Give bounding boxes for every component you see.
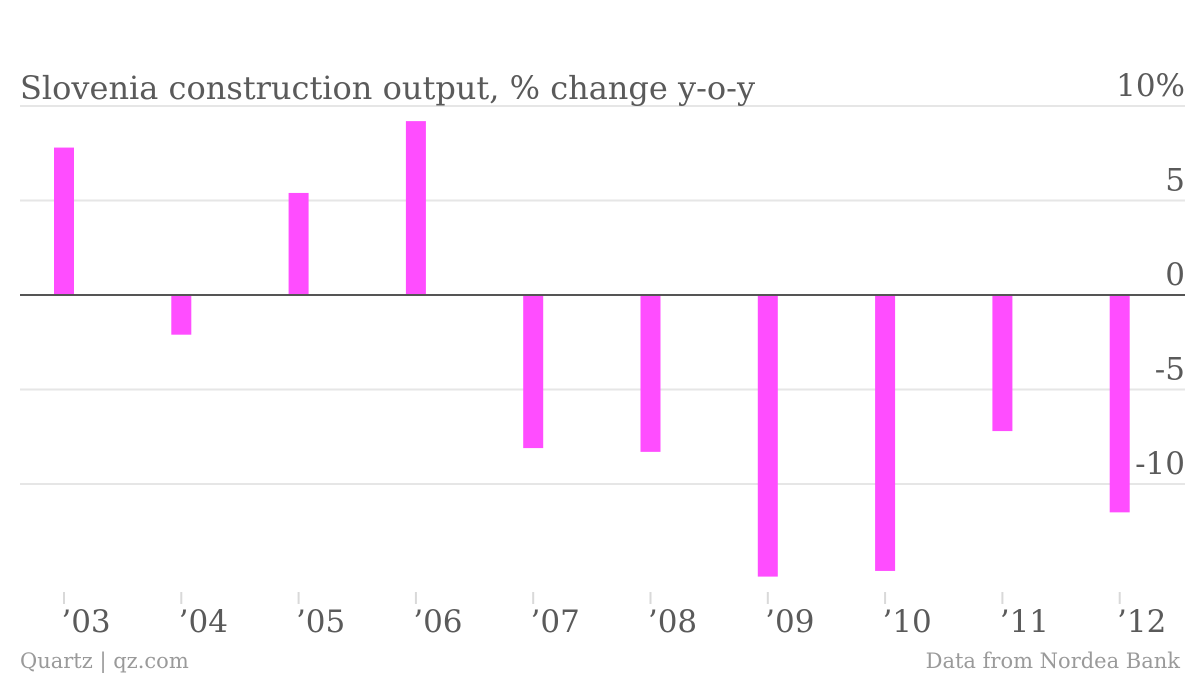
bars-layer	[54, 121, 1130, 577]
y-tick-label: 10%	[1116, 68, 1185, 104]
bar	[757, 295, 778, 577]
bar	[640, 295, 661, 452]
bar	[523, 295, 544, 449]
x-tick-label: ’06	[413, 604, 462, 640]
bar	[875, 295, 896, 571]
x-tick-label: ’04	[179, 604, 228, 640]
bar	[405, 121, 426, 296]
y-tick-label: 5	[1165, 163, 1185, 199]
y-tick-label: -10	[1135, 446, 1185, 482]
x-tick-label: ’08	[648, 604, 697, 640]
bar	[171, 295, 192, 335]
x-tick-label: ’09	[765, 604, 814, 640]
source-right: Data from Nordea Bank	[926, 649, 1181, 673]
chart-title: Slovenia construction output, % change y…	[20, 69, 755, 107]
axis-layer: 10% 5 0 -5 -10 ’03 ’04 ’05 ’06 ’07 ’08 ’09 ’10 ’11 ’12	[20, 68, 1185, 640]
x-tick-label: ’07	[531, 604, 580, 640]
source-left: Quartz | qz.com	[20, 649, 189, 674]
bar	[992, 295, 1013, 432]
x-tick-label: ’05	[296, 604, 345, 640]
bar	[288, 192, 309, 295]
grid-layer	[20, 105, 1185, 485]
y-tick-label: -5	[1155, 352, 1185, 388]
x-tick-label: ’11	[1000, 604, 1049, 640]
y-tick-label: 0	[1165, 257, 1185, 293]
bar	[1109, 295, 1130, 513]
x-tick-label: ’10	[882, 604, 931, 640]
x-tick-label: ’03	[61, 604, 110, 640]
bar	[54, 147, 74, 295]
x-tick-label: ’12	[1117, 604, 1166, 640]
